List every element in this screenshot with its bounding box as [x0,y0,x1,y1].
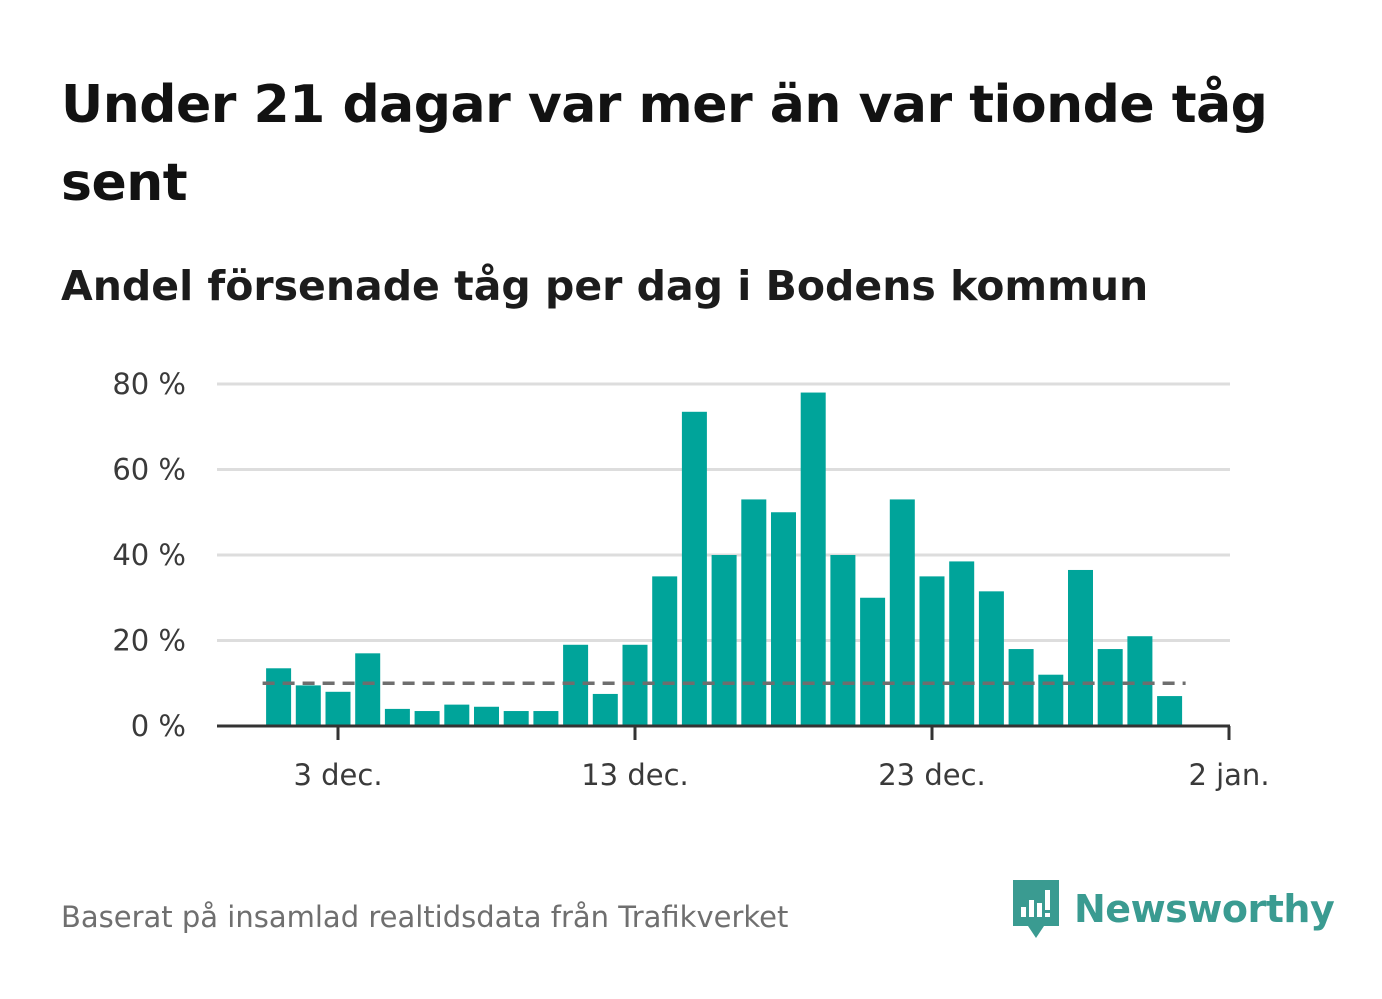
source-note: Baserat på insamlad realtidsdata från Tr… [61,900,789,934]
bar [474,706,499,726]
chart-subtitle: Andel försenade tåg per dag i Bodens kom… [61,262,1149,310]
bar-chart: 0 % 20 % 40 % 60 % 80 % 3 dec. 13 dec. 23 dec.… [112,367,1270,792]
bar [1097,649,1123,726]
bar [503,711,529,726]
bar [711,555,737,726]
bar [414,711,440,726]
y-tick-label: 40 % [112,538,186,572]
bar [1157,696,1183,726]
bar [533,711,559,726]
bars [266,392,1183,726]
brand-name: Newsworthy [1074,887,1335,931]
bar [978,591,1004,726]
bar [800,392,826,726]
bar [860,597,886,726]
bar [563,644,589,726]
newsworthy-logo: Newsworthy [1010,878,1335,940]
bar [1068,569,1093,726]
bar [830,555,856,726]
y-tick-label: 0 % [131,709,186,743]
y-tick-label: 80 % [112,367,186,401]
bar [741,499,767,726]
newsworthy-logo-icon [1013,880,1059,938]
bar [889,499,915,726]
x-tick-label: 3 dec. [293,758,382,792]
bar [949,561,975,726]
x-axis-ticks: 3 dec. 13 dec. 23 dec. 2 jan. [293,726,1270,792]
y-tick-label: 20 % [112,624,186,658]
bar [771,512,796,726]
bar [681,411,707,726]
x-tick-label: 23 dec. [878,758,986,792]
bar [355,653,381,726]
chart-title: Under 21 dagar var mer än var tionde tåg… [61,75,1268,213]
bar [592,693,618,726]
x-tick-label: 13 dec. [581,758,689,792]
bar [1008,649,1034,726]
bar [266,668,292,726]
bar [384,708,410,726]
bar [652,576,678,726]
bar [622,644,648,726]
y-axis-ticks: 0 % 20 % 40 % 60 % 80 % [112,367,186,743]
x-tick-label: 2 jan. [1188,758,1269,792]
bar [444,704,470,726]
bar [1127,636,1153,726]
bar [295,685,321,726]
y-tick-label: 60 % [112,453,186,487]
bar [325,691,351,726]
bar [919,576,945,726]
